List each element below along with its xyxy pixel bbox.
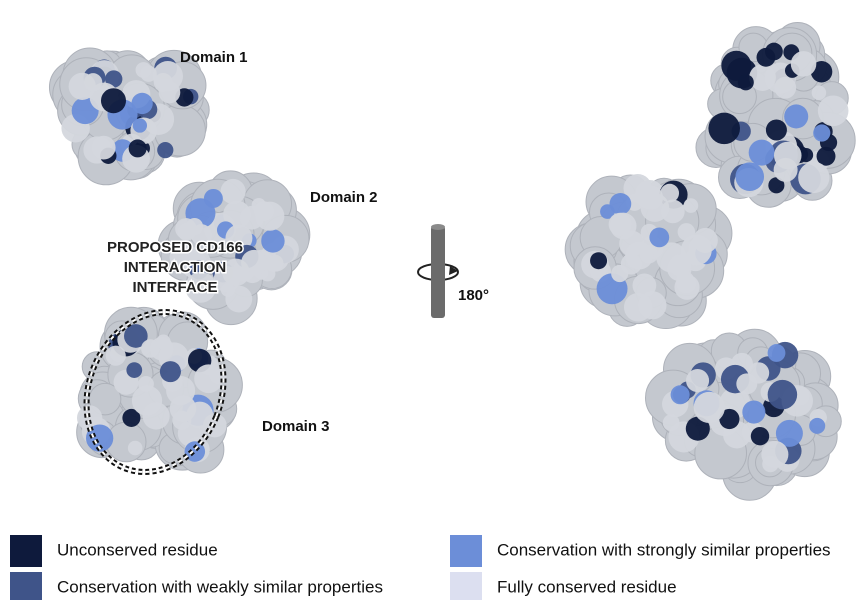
residue-patch bbox=[141, 339, 160, 358]
residue-patch bbox=[170, 395, 197, 422]
residue-patch bbox=[225, 286, 252, 313]
annotation: INTERFACE bbox=[132, 279, 217, 296]
figure: Domain 1 Domain 2 Domain 3 PROPOSED CD16… bbox=[0, 0, 862, 600]
residue-patch bbox=[138, 376, 154, 392]
residue-patch bbox=[157, 142, 173, 158]
legend-swatch bbox=[450, 572, 482, 600]
residue-patch bbox=[678, 223, 695, 240]
residue-patch bbox=[768, 344, 786, 362]
residue-patch bbox=[133, 118, 147, 132]
rotation-axis bbox=[418, 224, 458, 318]
residue-patch bbox=[674, 275, 699, 300]
residue-patch bbox=[749, 140, 775, 166]
residue-patch bbox=[774, 77, 796, 99]
residue-patch bbox=[204, 189, 223, 208]
residue-patch bbox=[92, 136, 116, 160]
residue-patch bbox=[663, 414, 680, 431]
domain-label: Domain 1 bbox=[180, 49, 248, 66]
annotation: PROPOSED CD166 bbox=[107, 239, 243, 256]
residue-patch bbox=[736, 373, 757, 394]
residue-patch bbox=[686, 369, 709, 392]
residue-patch bbox=[708, 113, 740, 145]
legend-swatch bbox=[450, 535, 482, 567]
residue-patch bbox=[590, 252, 607, 269]
residue-patch bbox=[624, 293, 653, 322]
residue-patch bbox=[222, 259, 250, 287]
residue-patch bbox=[693, 228, 718, 253]
legend-label: Fully conserved residue bbox=[497, 577, 677, 596]
residue-patch bbox=[267, 255, 283, 271]
residue-patch bbox=[735, 162, 764, 191]
residue-patch bbox=[84, 73, 102, 91]
residue-patch bbox=[136, 62, 152, 78]
residue-patch bbox=[742, 401, 765, 424]
residue-patch bbox=[761, 441, 788, 468]
residue-patch bbox=[660, 184, 679, 203]
domain-label: Domain 2 bbox=[310, 189, 378, 206]
residue-patch bbox=[694, 392, 725, 423]
residue-patch bbox=[220, 179, 245, 204]
residue-patch bbox=[661, 200, 685, 224]
residue-patch bbox=[131, 93, 152, 114]
domain-label: Domain 3 bbox=[262, 418, 330, 435]
residue-patch bbox=[611, 265, 628, 282]
residue-patch bbox=[160, 361, 181, 382]
residue-patch bbox=[809, 418, 825, 434]
legend-swatch bbox=[10, 535, 42, 567]
residue-patch bbox=[669, 254, 691, 276]
legend-label: Conservation with weakly similar propert… bbox=[57, 577, 383, 596]
residue-patch bbox=[768, 380, 797, 409]
residue-patch bbox=[798, 162, 829, 193]
residue-patch bbox=[813, 124, 830, 141]
residue-patch bbox=[766, 119, 787, 140]
residue-patch bbox=[774, 142, 802, 170]
residue-patch bbox=[261, 229, 284, 252]
legend: Unconserved residue Conservation with wea… bbox=[10, 535, 831, 600]
residue-patch bbox=[128, 441, 143, 456]
residue-patch bbox=[812, 85, 826, 99]
annotation: INTERACTION bbox=[124, 259, 227, 276]
legend-label: Unconserved residue bbox=[57, 540, 218, 559]
legend-label: Conservation with strongly similar prope… bbox=[497, 540, 831, 559]
residue-patch bbox=[784, 104, 808, 128]
residue-patch bbox=[129, 139, 147, 157]
residue-patch bbox=[609, 213, 632, 236]
residue-patch bbox=[751, 427, 769, 445]
rotation-label: 180° bbox=[458, 287, 489, 304]
residue-patch bbox=[749, 64, 776, 91]
legend-swatch bbox=[10, 572, 42, 600]
residue-patch bbox=[255, 202, 284, 231]
residue-patch bbox=[649, 228, 669, 248]
residue-patch bbox=[101, 88, 126, 113]
residue-patch bbox=[671, 385, 690, 404]
residue-patch bbox=[153, 61, 183, 91]
residue-patch bbox=[639, 186, 663, 210]
residue-patch bbox=[186, 218, 203, 235]
residue-patch bbox=[791, 51, 817, 77]
residue-patch bbox=[818, 95, 849, 126]
residue-patch bbox=[684, 198, 699, 213]
residue-patch bbox=[625, 242, 653, 270]
residue-patch bbox=[765, 43, 783, 61]
residue-patch bbox=[126, 362, 142, 378]
residue-patch bbox=[738, 74, 754, 90]
residue-patch bbox=[610, 193, 632, 215]
